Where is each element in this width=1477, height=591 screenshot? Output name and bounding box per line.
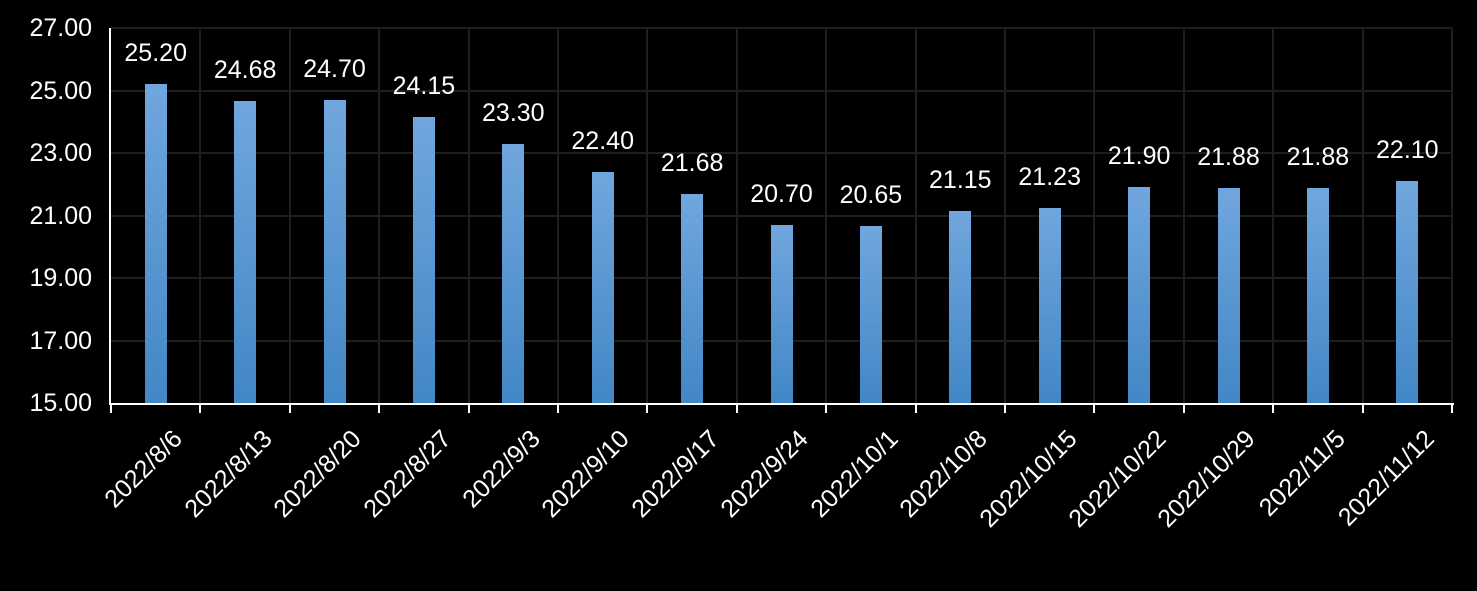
x-axis-tick	[1004, 405, 1006, 413]
x-axis-tick-label: 2022/8/27	[357, 424, 457, 524]
v-gridline	[825, 28, 828, 403]
v-gridline	[1004, 28, 1006, 403]
x-axis-tick	[1182, 405, 1185, 413]
x-axis-tick-label: 2022/8/20	[268, 424, 368, 524]
bar	[412, 117, 435, 403]
x-axis-tick	[288, 405, 291, 413]
bar	[1396, 181, 1419, 403]
bar-value-label: 21.23	[1018, 163, 1081, 192]
x-axis-tick	[825, 405, 828, 413]
bar-value-label: 24.15	[392, 72, 456, 101]
bar-value-label: 21.88	[1286, 143, 1350, 171]
x-axis-tick-label: 2022/10/1	[804, 424, 904, 524]
v-gridline	[1361, 28, 1364, 403]
y-axis-tick-label: 25.00	[29, 76, 92, 105]
bar	[681, 194, 704, 403]
bar	[1038, 208, 1061, 403]
v-gridline	[288, 28, 291, 403]
bar	[234, 100, 257, 403]
x-axis-tick	[735, 405, 738, 413]
bar-value-label: 23.30	[482, 98, 545, 127]
x-axis-tick-label: 2022/11/12	[1332, 424, 1440, 532]
y-axis-tick-label: 23.00	[29, 139, 92, 167]
bar	[591, 171, 614, 403]
x-axis-tick-label: 2022/9/3	[457, 424, 546, 514]
x-axis-tick-label: 2022/8/13	[179, 424, 278, 524]
v-gridline	[1272, 28, 1275, 403]
v-gridline	[199, 28, 202, 403]
bar-value-label: 21.88	[1197, 143, 1260, 171]
bar	[323, 99, 346, 403]
y-axis-tick-label: 27.00	[29, 14, 92, 42]
bar	[1217, 188, 1240, 403]
x-axis-tick-label: 2022/9/24	[715, 424, 815, 524]
h-gridline	[111, 27, 1452, 29]
x-axis-tick	[199, 405, 202, 413]
x-axis-line	[109, 403, 1454, 405]
v-gridline	[1182, 28, 1185, 403]
y-axis-tick-label: 17.00	[29, 326, 92, 355]
h-gridline	[111, 89, 1452, 92]
x-axis-tick-label: 2022/9/17	[626, 424, 725, 524]
y-axis-tick-label: 19.00	[29, 264, 92, 292]
bar	[770, 224, 793, 403]
h-gridline	[111, 214, 1452, 217]
v-gridline	[1093, 28, 1096, 403]
bar	[1128, 187, 1151, 403]
bar-value-label: 21.68	[660, 149, 724, 178]
x-axis-tick	[110, 405, 112, 413]
x-axis-tick	[378, 405, 381, 413]
v-gridline	[1451, 28, 1453, 403]
bar-value-label: 21.15	[929, 165, 992, 194]
x-axis-tick	[914, 405, 917, 413]
bar-value-label: 24.70	[303, 54, 366, 83]
x-axis-tick	[467, 405, 470, 413]
x-axis-tick	[1272, 405, 1275, 413]
x-axis-tick	[557, 405, 559, 413]
bar-value-label: 21.90	[1107, 142, 1171, 171]
v-gridline	[914, 28, 917, 403]
v-gridline	[557, 28, 559, 403]
bar-value-label: 22.10	[1376, 136, 1439, 165]
x-axis-tick-label: 2022/8/6	[99, 424, 189, 514]
bar-value-label: 25.20	[124, 39, 187, 68]
bar-value-label: 22.40	[571, 126, 634, 155]
bar	[144, 84, 167, 403]
x-axis-tick	[646, 405, 649, 413]
v-gridline	[378, 28, 381, 403]
bar-value-label: 20.70	[750, 179, 813, 208]
bar	[859, 226, 882, 403]
bar-value-label: 24.68	[213, 55, 277, 84]
x-axis-tick	[1451, 405, 1453, 413]
bar	[1306, 188, 1329, 403]
y-axis-tick-label: 15.00	[29, 389, 92, 417]
x-axis-tick	[1093, 405, 1096, 413]
bar-value-label: 20.65	[839, 181, 903, 210]
bar	[502, 143, 525, 403]
v-gridline	[646, 28, 649, 403]
v-gridline	[467, 28, 470, 403]
bar	[949, 210, 972, 403]
v-gridline	[735, 28, 738, 403]
y-axis-line	[109, 28, 111, 405]
y-axis-tick-label: 21.00	[29, 201, 92, 230]
x-axis-tick	[1361, 405, 1364, 413]
x-axis-tick-label: 2022/9/10	[536, 424, 636, 524]
h-gridline	[111, 152, 1452, 154]
